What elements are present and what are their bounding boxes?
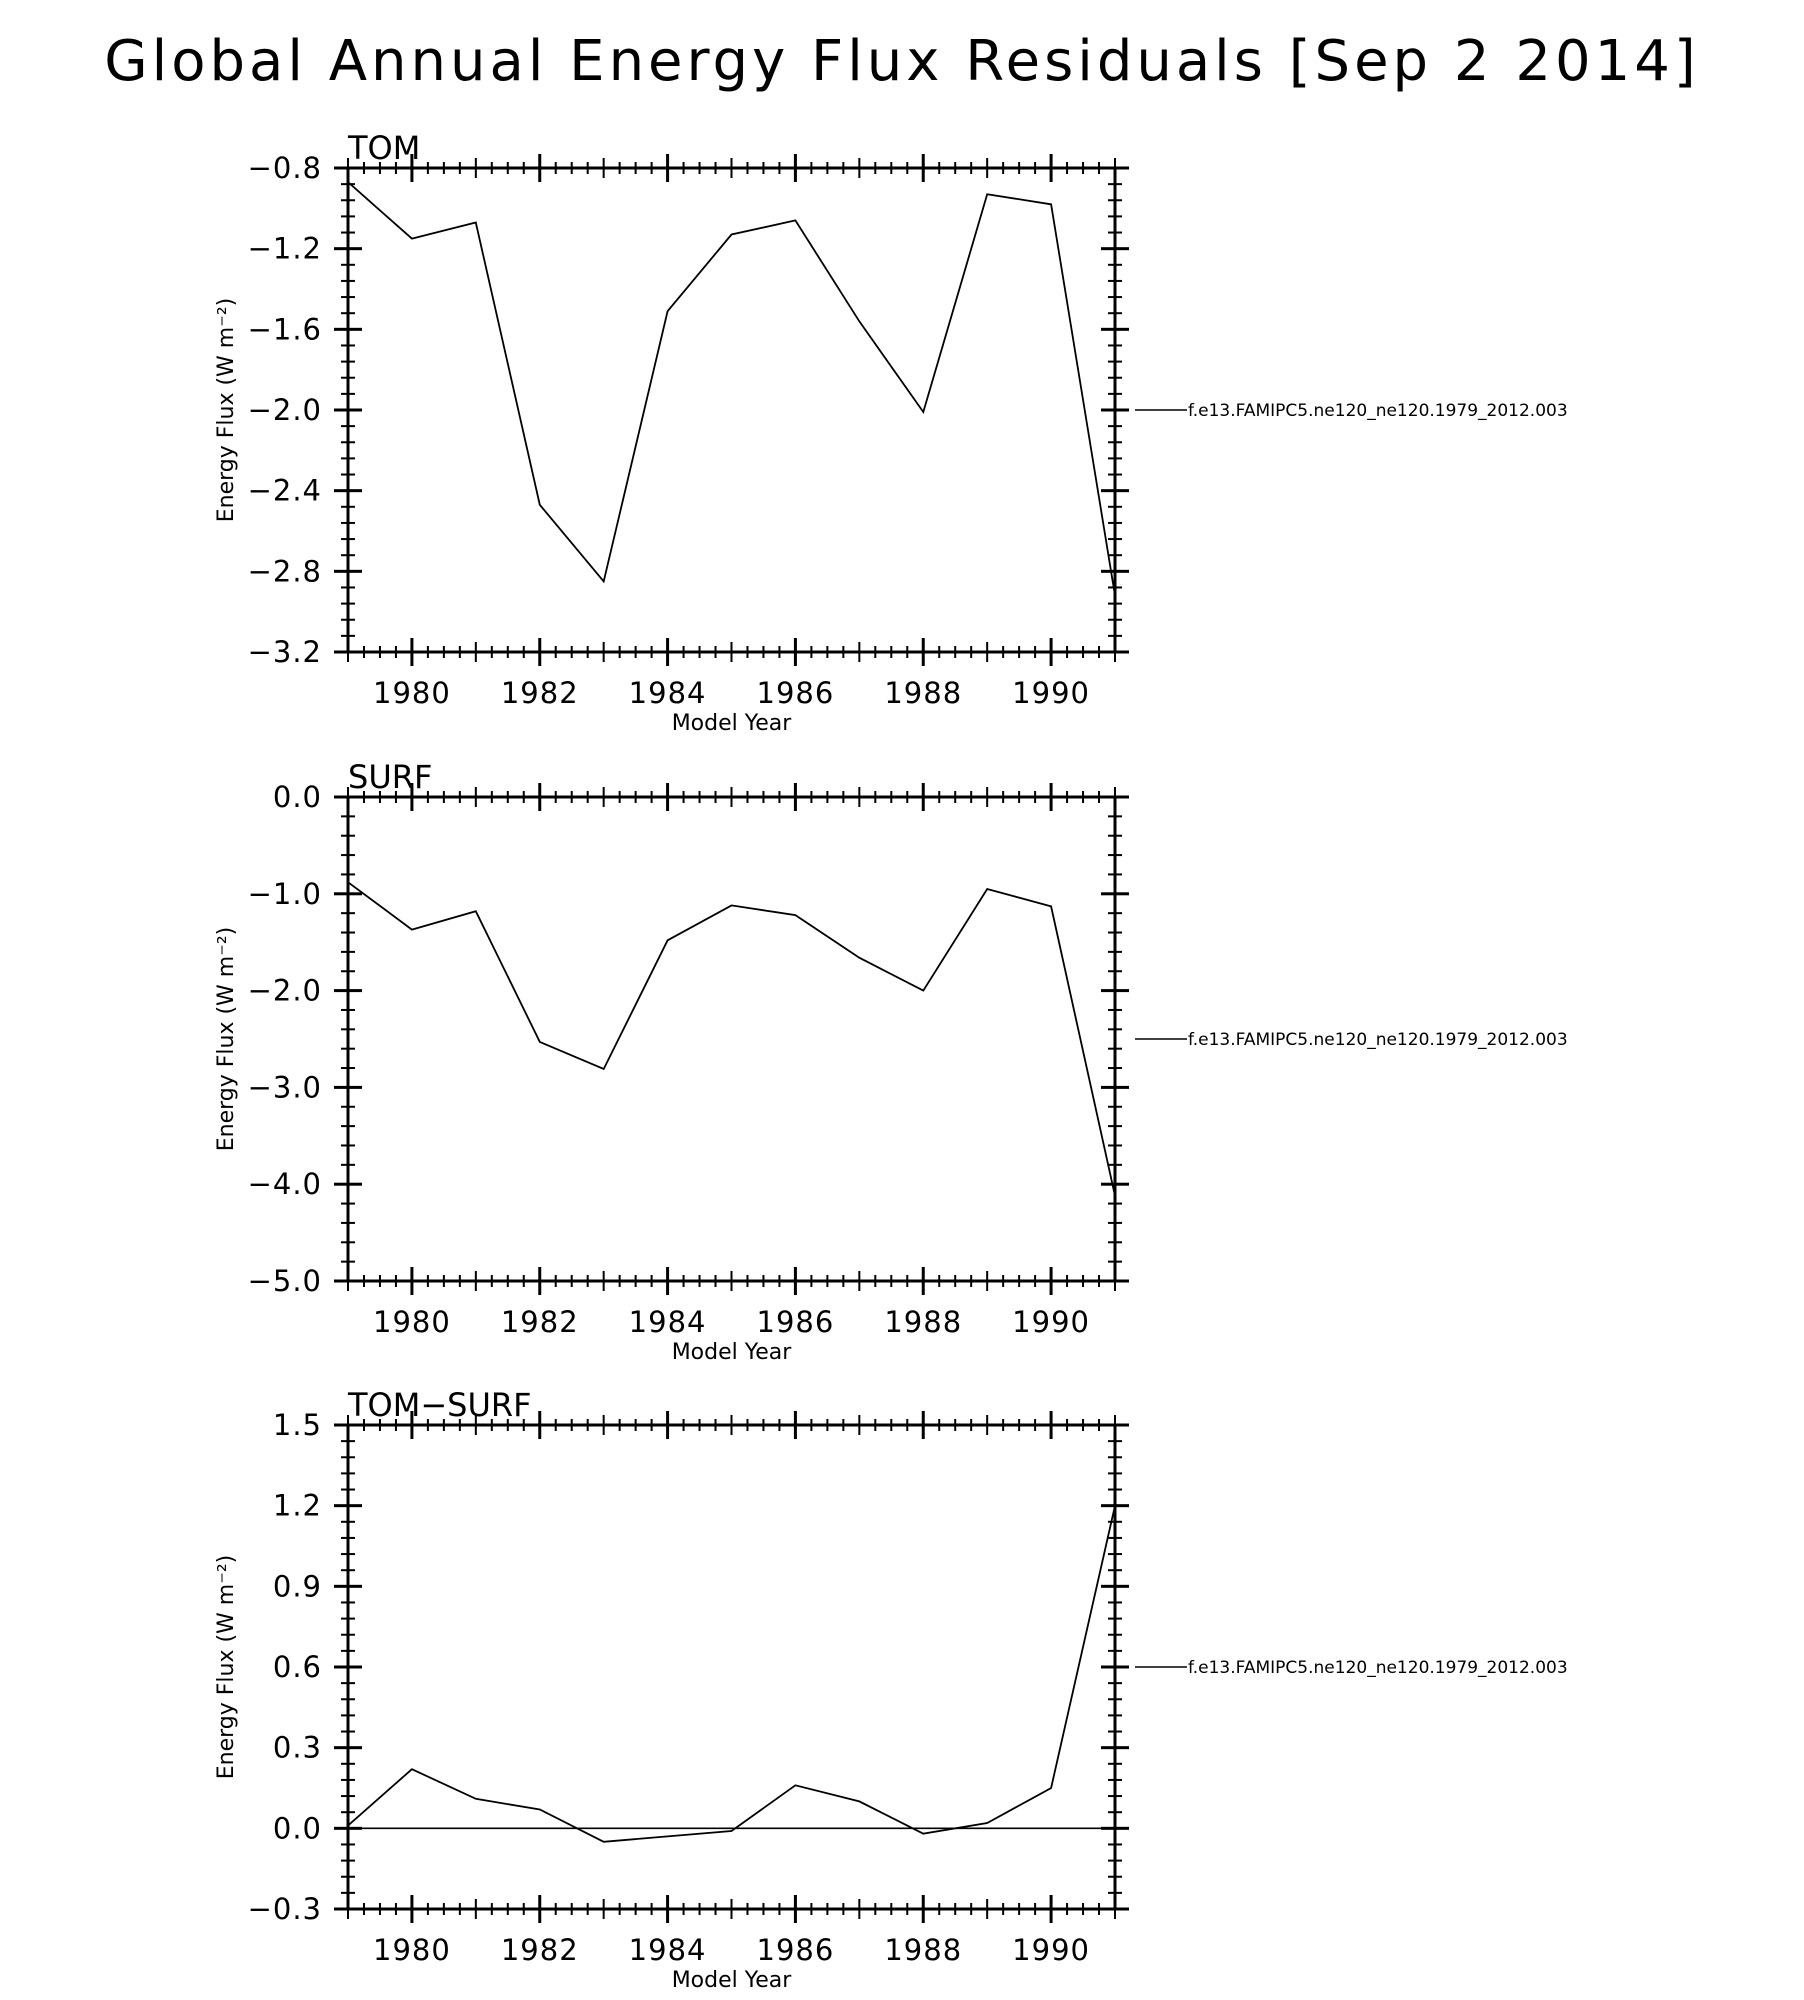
tick-marks — [334, 1411, 1129, 1923]
x-axis-label: Model Year — [672, 711, 793, 736]
plot-frame — [346, 1423, 1117, 1911]
series-line — [347, 181, 1116, 596]
panel-title: SURF — [348, 758, 432, 796]
x-tick-label: 1988 — [884, 1305, 962, 1339]
tick-marks — [334, 154, 1129, 666]
x-tick-label: 1984 — [629, 1933, 707, 1967]
y-tick-label: −5.0 — [248, 1264, 322, 1298]
x-tick-label: 1980 — [373, 1933, 451, 1967]
y-tick-label: −2.0 — [248, 393, 322, 427]
y-tick-label: −3.2 — [248, 635, 322, 669]
x-tick-label: 1982 — [501, 1305, 579, 1339]
legend-label: f.e13.FAMIPC5.ne120_ne120.1979_2012.003 — [1188, 1658, 1568, 1678]
y-tick-label: 1.2 — [273, 1489, 322, 1523]
y-tick-label: −3.0 — [248, 1070, 322, 1104]
y-tick-label: −2.0 — [248, 974, 322, 1008]
x-tick-label: 1982 — [501, 1933, 579, 1967]
y-tick-label: −0.8 — [248, 151, 322, 185]
y-tick-label: −1.2 — [248, 232, 322, 266]
x-tick-label: 1990 — [1012, 676, 1090, 710]
y-tick-label: −1.0 — [248, 877, 322, 911]
chart-panel-1: −0.8 −1.2 −1.6 −2.0 −2.4 −2.8 −3.2 1980 1982 1984… — [214, 129, 1568, 736]
legend-label: f.e13.FAMIPC5.ne120_ne120.1979_2012.003 — [1188, 1030, 1568, 1050]
x-tick-label: 1984 — [629, 1305, 707, 1339]
plot-frame — [346, 166, 1117, 654]
x-tick-label: 1982 — [501, 676, 579, 710]
x-tick-label: 1988 — [884, 1933, 962, 1967]
x-tick-label: 1986 — [757, 676, 835, 710]
y-tick-label: −2.4 — [248, 474, 322, 508]
y-tick-label: 0.0 — [273, 1811, 322, 1845]
x-tick-label: 1986 — [757, 1933, 835, 1967]
y-tick-label: 0.6 — [273, 1650, 322, 1684]
x-tick-label: 1980 — [373, 1305, 451, 1339]
panel-title: TOM — [347, 129, 420, 167]
y-tick-label: −2.8 — [248, 554, 322, 588]
x-tick-label: 1990 — [1012, 1305, 1090, 1339]
y-tick-label: 0.3 — [273, 1731, 322, 1765]
x-tick-label: 1988 — [884, 676, 962, 710]
series-line — [347, 1505, 1116, 1843]
y-axis-label: Energy Flux (W m⁻²) — [214, 927, 239, 1152]
y-tick-label: 1.5 — [273, 1408, 322, 1442]
x-tick-label: 1980 — [373, 676, 451, 710]
x-tick-label: 1990 — [1012, 1933, 1090, 1967]
chart-panel-2: 0.0 −1.0 −2.0 −3.0 −4.0 −5.0 1980 1982 1984 1986 1… — [214, 758, 1568, 1365]
plot-frame — [346, 795, 1117, 1283]
x-tick-label: 1986 — [757, 1305, 835, 1339]
tick-marks — [334, 783, 1129, 1295]
y-tick-label: −1.6 — [248, 312, 322, 346]
y-axis-label: Energy Flux (W m⁻²) — [214, 1555, 239, 1780]
chart-panels: −0.8 −1.2 −1.6 −2.0 −2.4 −2.8 −3.2 1980 1982 1984… — [214, 129, 1568, 1993]
x-axis-label: Model Year — [672, 1340, 793, 1365]
y-tick-label: 0.9 — [273, 1569, 322, 1603]
x-tick-label: 1984 — [629, 676, 707, 710]
y-tick-label: −4.0 — [248, 1167, 322, 1201]
panel-title: TOM−SURF — [347, 1386, 532, 1424]
chart-panel-3: 1.5 1.2 0.9 0.6 0.3 0.0 −0.3 1980 1982 1984 1986 19… — [214, 1386, 1568, 1993]
y-axis-label: Energy Flux (W m⁻²) — [214, 298, 239, 523]
legend-label: f.e13.FAMIPC5.ne120_ne120.1979_2012.003 — [1188, 401, 1568, 421]
series-line — [347, 881, 1116, 1196]
main-title: Global Annual Energy Flux Residuals [Sep… — [104, 29, 1699, 94]
y-tick-label: −0.3 — [248, 1892, 322, 1926]
x-axis-label: Model Year — [672, 1968, 793, 1993]
y-tick-label: 0.0 — [273, 780, 322, 814]
